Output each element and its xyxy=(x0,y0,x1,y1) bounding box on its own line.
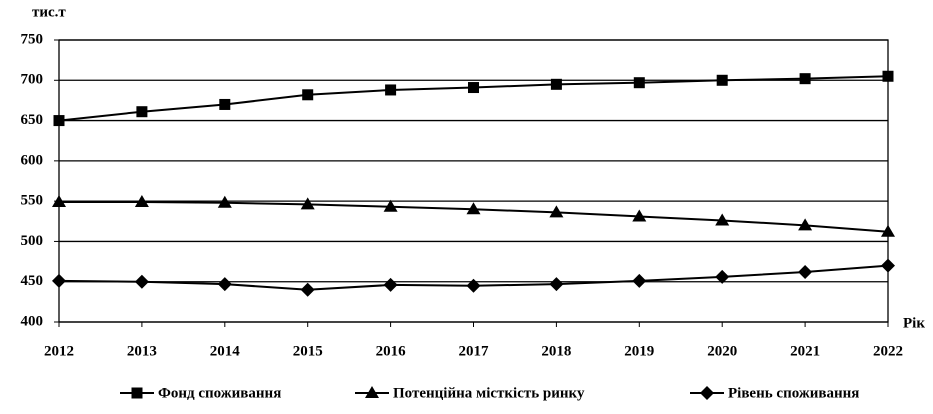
marker-square xyxy=(633,77,645,89)
x-axis-label: Рік xyxy=(903,315,925,331)
marker-diamond xyxy=(715,269,730,284)
marker-diamond xyxy=(383,277,398,292)
marker-diamond xyxy=(134,274,149,289)
legend-label: Рівень споживання xyxy=(728,385,859,401)
marker-diamond xyxy=(300,282,315,297)
y-tick-label: 500 xyxy=(21,233,44,249)
y-tick-label: 650 xyxy=(21,112,44,128)
marker-triangle xyxy=(217,195,232,208)
marker-square xyxy=(385,84,397,96)
legend-label: Потенційна місткість ринку xyxy=(393,385,585,401)
x-tick-label: 2014 xyxy=(210,343,241,359)
marker-triangle xyxy=(466,202,481,215)
marker-square xyxy=(136,106,148,118)
x-tick-label: 2012 xyxy=(44,343,74,359)
x-tick-label: 2018 xyxy=(541,343,571,359)
marker-triangle xyxy=(798,218,813,231)
marker-square xyxy=(302,89,314,101)
marker-square xyxy=(131,387,143,399)
marker-triangle xyxy=(365,386,379,398)
y-tick-label: 400 xyxy=(21,313,44,329)
x-tick-label: 2022 xyxy=(873,343,903,359)
marker-square xyxy=(53,115,65,127)
x-tick-label: 2015 xyxy=(293,343,323,359)
marker-triangle xyxy=(134,194,149,207)
marker-diamond xyxy=(881,258,895,273)
x-tick-label: 2017 xyxy=(459,343,490,359)
marker-square xyxy=(882,70,894,82)
marker-triangle xyxy=(383,199,398,212)
marker-square xyxy=(219,98,231,110)
y-tick-label: 700 xyxy=(21,72,44,88)
marker-diamond xyxy=(798,265,813,280)
marker-diamond xyxy=(52,273,66,288)
x-tick-label: 2019 xyxy=(624,343,654,359)
marker-triangle xyxy=(715,213,730,226)
y-tick-label: 450 xyxy=(21,273,44,289)
marker-diamond xyxy=(217,277,232,292)
marker-triangle xyxy=(549,205,564,218)
marker-square xyxy=(550,78,562,90)
marker-triangle xyxy=(632,209,647,222)
x-tick-label: 2021 xyxy=(790,343,820,359)
marker-triangle xyxy=(300,197,315,210)
x-tick-label: 2020 xyxy=(707,343,737,359)
marker-diamond xyxy=(700,386,714,400)
y-tick-label: 550 xyxy=(21,193,44,209)
legend-label: Фонд споживання xyxy=(158,385,281,401)
marker-diamond xyxy=(632,273,647,288)
x-tick-label: 2013 xyxy=(127,343,157,359)
y-tick-label: 750 xyxy=(21,31,44,47)
y-axis-label: тис.т xyxy=(32,4,66,20)
marker-diamond xyxy=(549,277,564,292)
x-tick-label: 2016 xyxy=(376,343,407,359)
marker-square xyxy=(468,82,479,94)
marker-square xyxy=(716,74,728,86)
marker-diamond xyxy=(466,278,481,293)
marker-triangle xyxy=(52,194,66,207)
marker-triangle xyxy=(881,224,895,237)
y-tick-label: 600 xyxy=(21,152,44,168)
marker-square xyxy=(799,73,811,85)
